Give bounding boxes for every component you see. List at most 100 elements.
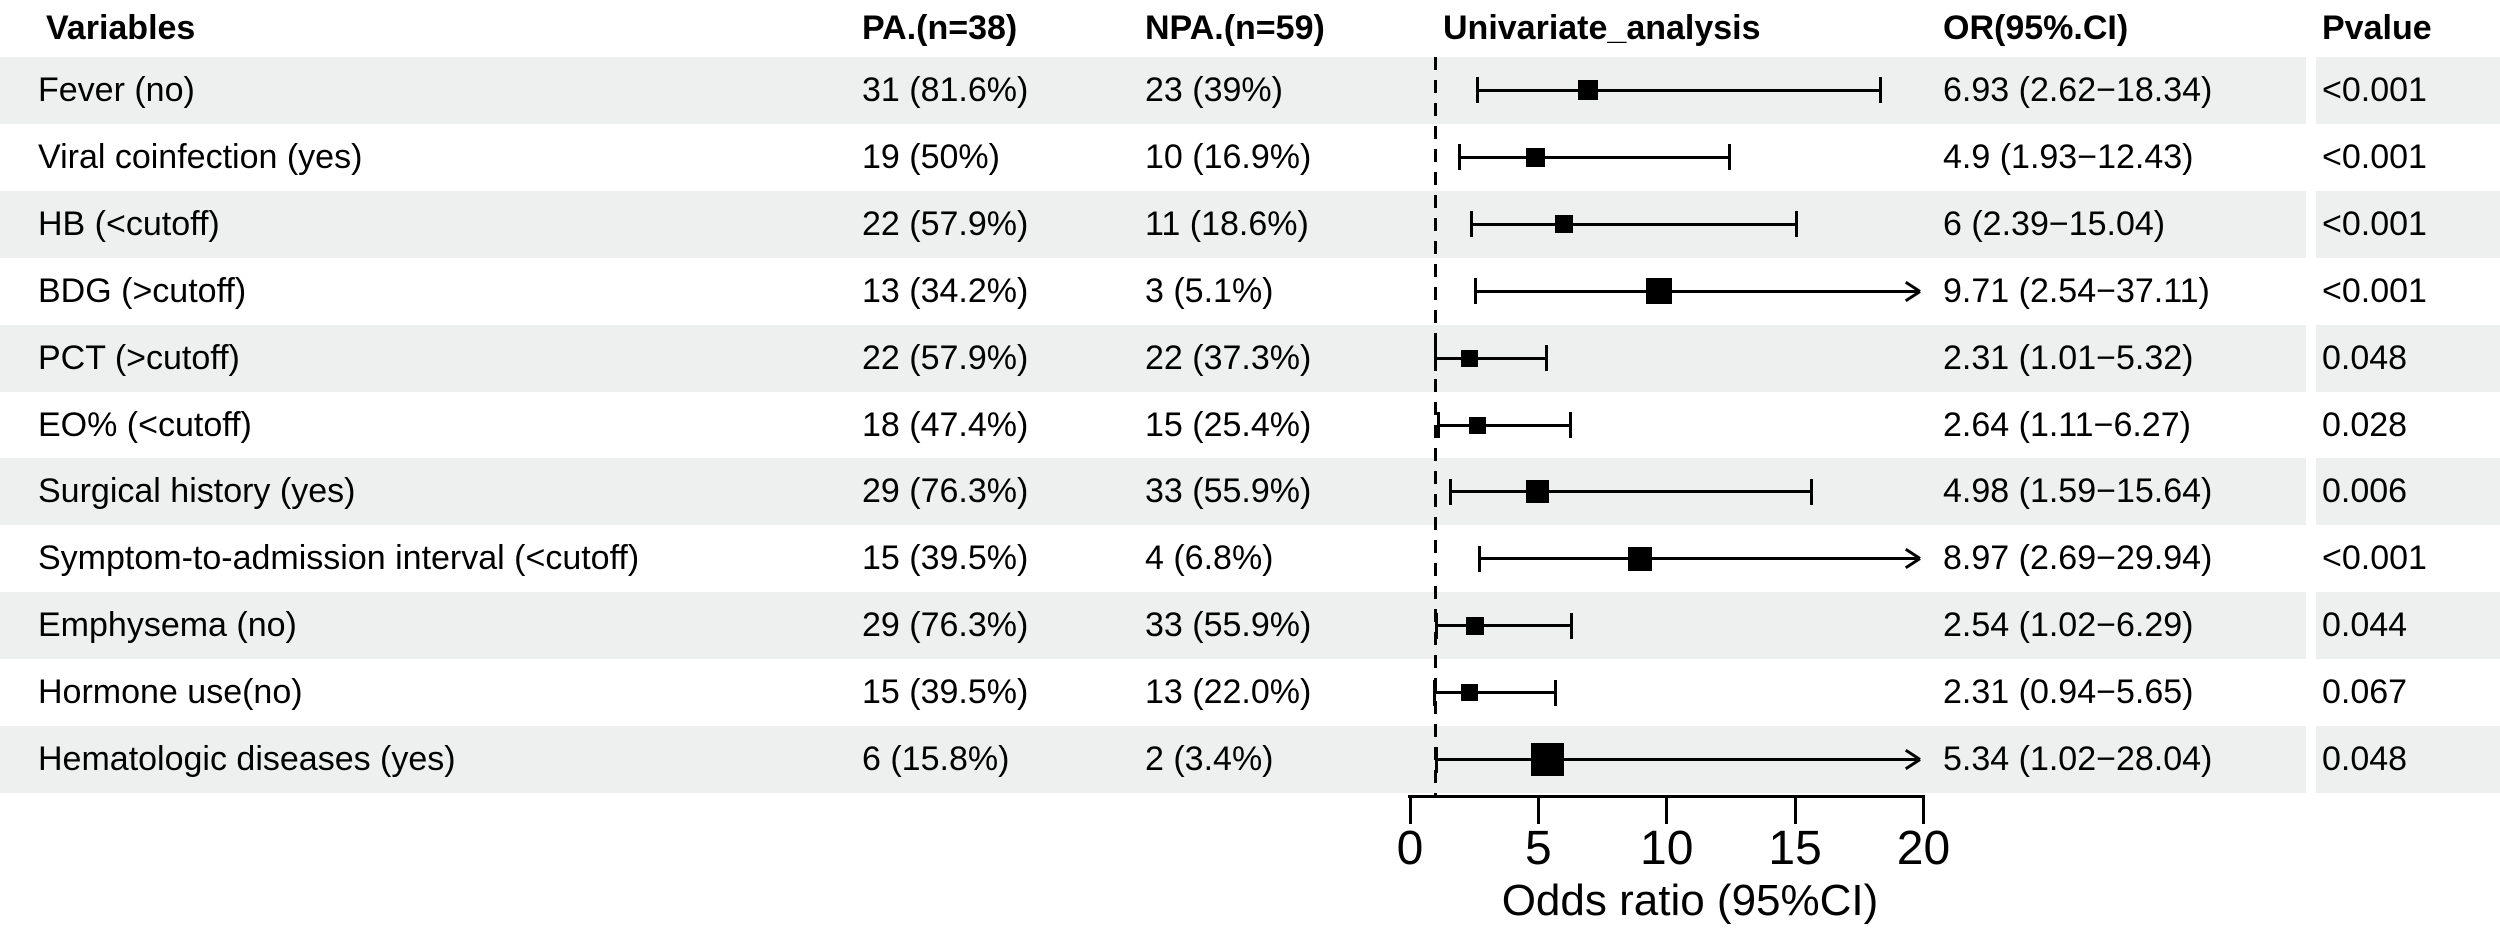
cell-npa: 33 (55.9%) xyxy=(1145,606,1312,645)
cell-variable: Hormone use(no) xyxy=(38,673,303,712)
cell-or-ci: 4.98 (1.59−15.64) xyxy=(1943,472,2213,511)
cell-pvalue: 0.028 xyxy=(2322,405,2408,444)
cell-or-ci: 2.64 (1.11−6.27) xyxy=(1943,405,2191,444)
x-axis-tick-label: 15 xyxy=(1768,822,1822,875)
cell-pa: 18 (47.4%) xyxy=(862,405,1029,444)
cell-pa: 15 (39.5%) xyxy=(862,539,1029,578)
cell-npa: 23 (39%) xyxy=(1145,70,1283,109)
cell-npa: 10 (16.9%) xyxy=(1145,137,1312,176)
table-row xyxy=(0,190,2500,258)
cell-npa: 22 (37.3%) xyxy=(1145,338,1312,377)
cell-npa: 4 (6.8%) xyxy=(1145,539,1274,578)
or-point-estimate xyxy=(1469,416,1487,434)
or-point-estimate xyxy=(1526,480,1550,504)
ci-cap-right xyxy=(1879,77,1883,104)
x-axis-tick-label: 0 xyxy=(1396,822,1424,875)
ci-whisker xyxy=(1438,423,1571,427)
ci-whisker xyxy=(1450,490,1812,494)
cell-or-ci: 6 (2.39−15.04) xyxy=(1943,204,2166,243)
cell-variable: BDG (>cutoff) xyxy=(38,271,247,310)
cell-variable: EO% (<cutoff) xyxy=(38,405,252,444)
cell-pvalue: 0.048 xyxy=(2322,338,2408,377)
ci-cap-right xyxy=(1553,679,1557,706)
cell-npa: 15 (25.4%) xyxy=(1145,405,1312,444)
x-axis-title: Odds ratio (95%CI) xyxy=(1501,876,1879,925)
x-axis xyxy=(1408,795,1925,798)
cell-or-ci: 5.34 (1.02−28.04) xyxy=(1943,740,2213,779)
cell-or-ci: 9.71 (2.54−37.11) xyxy=(1943,271,2210,310)
or-point-estimate xyxy=(1530,743,1564,777)
ci-cap-left xyxy=(1434,612,1438,639)
column-header-univariate-analysis: Univariate_analysis xyxy=(1443,9,1761,47)
column-header-variables: Variables xyxy=(46,9,196,47)
x-axis-tick xyxy=(1665,797,1669,824)
cell-pa: 22 (57.9%) xyxy=(862,204,1029,243)
table-row xyxy=(0,726,2500,793)
or-point-estimate xyxy=(1646,278,1673,305)
or-point-estimate xyxy=(1577,80,1598,101)
cell-pvalue: 0.067 xyxy=(2322,673,2408,712)
cell-or-ci: 8.97 (2.69−29.94) xyxy=(1943,539,2213,578)
cell-variable: HB (<cutoff) xyxy=(38,204,220,243)
ci-cap-left xyxy=(1477,545,1481,572)
cell-variable: Surgical history (yes) xyxy=(38,472,356,511)
table-row xyxy=(0,592,2500,660)
column-header-npa: NPA.(n=59) xyxy=(1145,9,1325,47)
or-point-estimate xyxy=(1466,616,1485,635)
or-point-estimate xyxy=(1526,147,1546,167)
cell-variable: Symptom-to-admission interval (<cutoff) xyxy=(38,539,640,578)
x-axis-tick-label: 5 xyxy=(1525,822,1552,875)
column-header-or-ci: OR(95%.CI) xyxy=(1943,9,2129,47)
ci-cap-right xyxy=(1810,478,1814,505)
cell-pa: 31 (81.6%) xyxy=(862,70,1029,109)
ci-whisker xyxy=(1436,624,1572,628)
cell-pvalue: <0.001 xyxy=(2322,137,2427,176)
cell-pvalue: 0.044 xyxy=(2322,606,2408,645)
column-gap-stripe xyxy=(2306,57,2316,794)
x-axis-tick-label: 20 xyxy=(1896,822,1951,875)
ci-whisker xyxy=(1436,758,1917,762)
cell-pa: 15 (39.5%) xyxy=(862,673,1029,712)
or-point-estimate xyxy=(1460,684,1478,702)
table-row xyxy=(0,57,2500,124)
cell-or-ci: 4.9 (1.93−12.43) xyxy=(1943,137,2194,176)
cell-pa: 19 (50%) xyxy=(862,137,1000,176)
cell-variable: Viral coinfection (yes) xyxy=(38,137,363,176)
cell-pa: 29 (76.3%) xyxy=(862,472,1029,511)
cell-pvalue: <0.001 xyxy=(2322,271,2427,310)
or-point-estimate xyxy=(1460,349,1478,367)
ci-cap-left xyxy=(1434,345,1438,372)
ci-cap-left xyxy=(1469,211,1473,238)
ci-cap-left xyxy=(1436,412,1440,438)
cell-pvalue: 0.048 xyxy=(2322,740,2408,779)
ci-cap-right xyxy=(1569,412,1573,438)
ci-cap-right xyxy=(1794,211,1798,238)
cell-npa: 13 (22.0%) xyxy=(1145,673,1312,712)
cell-pa: 6 (15.8%) xyxy=(862,740,1010,779)
ci-whisker xyxy=(1477,88,1881,92)
cell-pa: 22 (57.9%) xyxy=(862,338,1029,377)
ci-cap-right xyxy=(1727,144,1731,171)
cell-or-ci: 2.31 (0.94−5.65) xyxy=(1943,673,2194,712)
cell-variable: Fever (no) xyxy=(38,70,195,109)
ci-cap-left xyxy=(1434,746,1438,773)
column-header-pvalue: Pvalue xyxy=(2322,9,2432,47)
ci-cap-right xyxy=(1569,612,1573,639)
x-axis-tick xyxy=(1536,797,1540,824)
ci-whisker xyxy=(1459,155,1730,159)
or-point-estimate xyxy=(1628,546,1653,571)
cell-variable: PCT (>cutoff) xyxy=(38,338,240,377)
ci-cap-left xyxy=(1473,278,1477,305)
cell-variable: Emphysema (no) xyxy=(38,606,297,645)
cell-npa: 33 (55.9%) xyxy=(1145,472,1312,511)
ci-whisker xyxy=(1475,289,1917,293)
x-axis-tick xyxy=(1793,797,1797,824)
cell-or-ci: 2.54 (1.02−6.29) xyxy=(1943,606,2194,645)
ci-cap-right xyxy=(1545,345,1549,372)
table-row xyxy=(0,458,2500,526)
ci-whisker xyxy=(1479,557,1917,561)
ci-cap-left xyxy=(1458,144,1462,171)
ci-cap-left xyxy=(1475,77,1479,104)
cell-pa: 29 (76.3%) xyxy=(862,606,1029,645)
